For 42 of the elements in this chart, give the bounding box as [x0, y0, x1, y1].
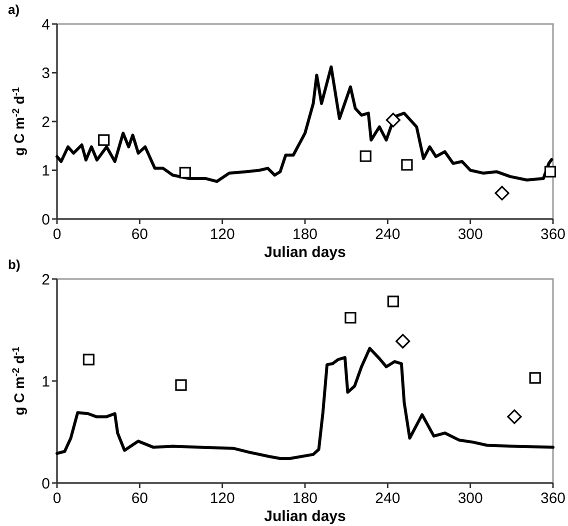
x-axis-title: Julian days — [264, 508, 346, 525]
point — [494, 186, 510, 200]
y-tick-label: 0 — [42, 475, 50, 492]
x-tick-label: 180 — [292, 490, 318, 507]
chart-title: b) — [8, 257, 20, 272]
line-series — [56, 65, 554, 183]
point — [98, 134, 110, 146]
x-tick-label: 180 — [292, 226, 318, 243]
point — [396, 334, 410, 349]
y-tick-label: 1 — [42, 162, 50, 180]
x-axis-title: Julian days — [264, 244, 346, 261]
x-tick-label: 240 — [375, 226, 400, 243]
x-tick-label: 300 — [458, 226, 483, 243]
x-tick-label: 0 — [52, 226, 62, 243]
x-tick-label: 120 — [210, 226, 235, 243]
point — [544, 166, 556, 178]
x-tick-label: 300 — [458, 490, 483, 507]
x-tick-label: 360 — [540, 226, 566, 243]
x-tick-label: 360 — [540, 490, 566, 507]
point — [344, 312, 356, 324]
point — [387, 296, 399, 308]
x-tick-label: 60 — [131, 226, 148, 243]
y-tick-label: 4 — [42, 16, 50, 34]
x-tick-label: 60 — [131, 490, 148, 507]
point — [507, 409, 522, 424]
x-tick-label: 120 — [210, 490, 235, 507]
line-series — [56, 346, 554, 460]
y-tick-label: 2 — [42, 271, 50, 288]
point — [82, 354, 94, 366]
point — [360, 150, 372, 162]
y-tick-label: 3 — [42, 65, 50, 82]
chart-title: a) — [8, 2, 20, 17]
point — [179, 166, 191, 178]
x-tick-label: 0 — [52, 490, 62, 507]
point — [401, 159, 413, 171]
y-tick-label: 0 — [42, 211, 50, 228]
x-tick-label: 240 — [375, 490, 400, 507]
y-tick-label: 2 — [42, 114, 50, 131]
y-tick-label: 1 — [42, 373, 50, 390]
point — [386, 112, 400, 128]
point — [529, 372, 541, 384]
point — [175, 379, 187, 391]
